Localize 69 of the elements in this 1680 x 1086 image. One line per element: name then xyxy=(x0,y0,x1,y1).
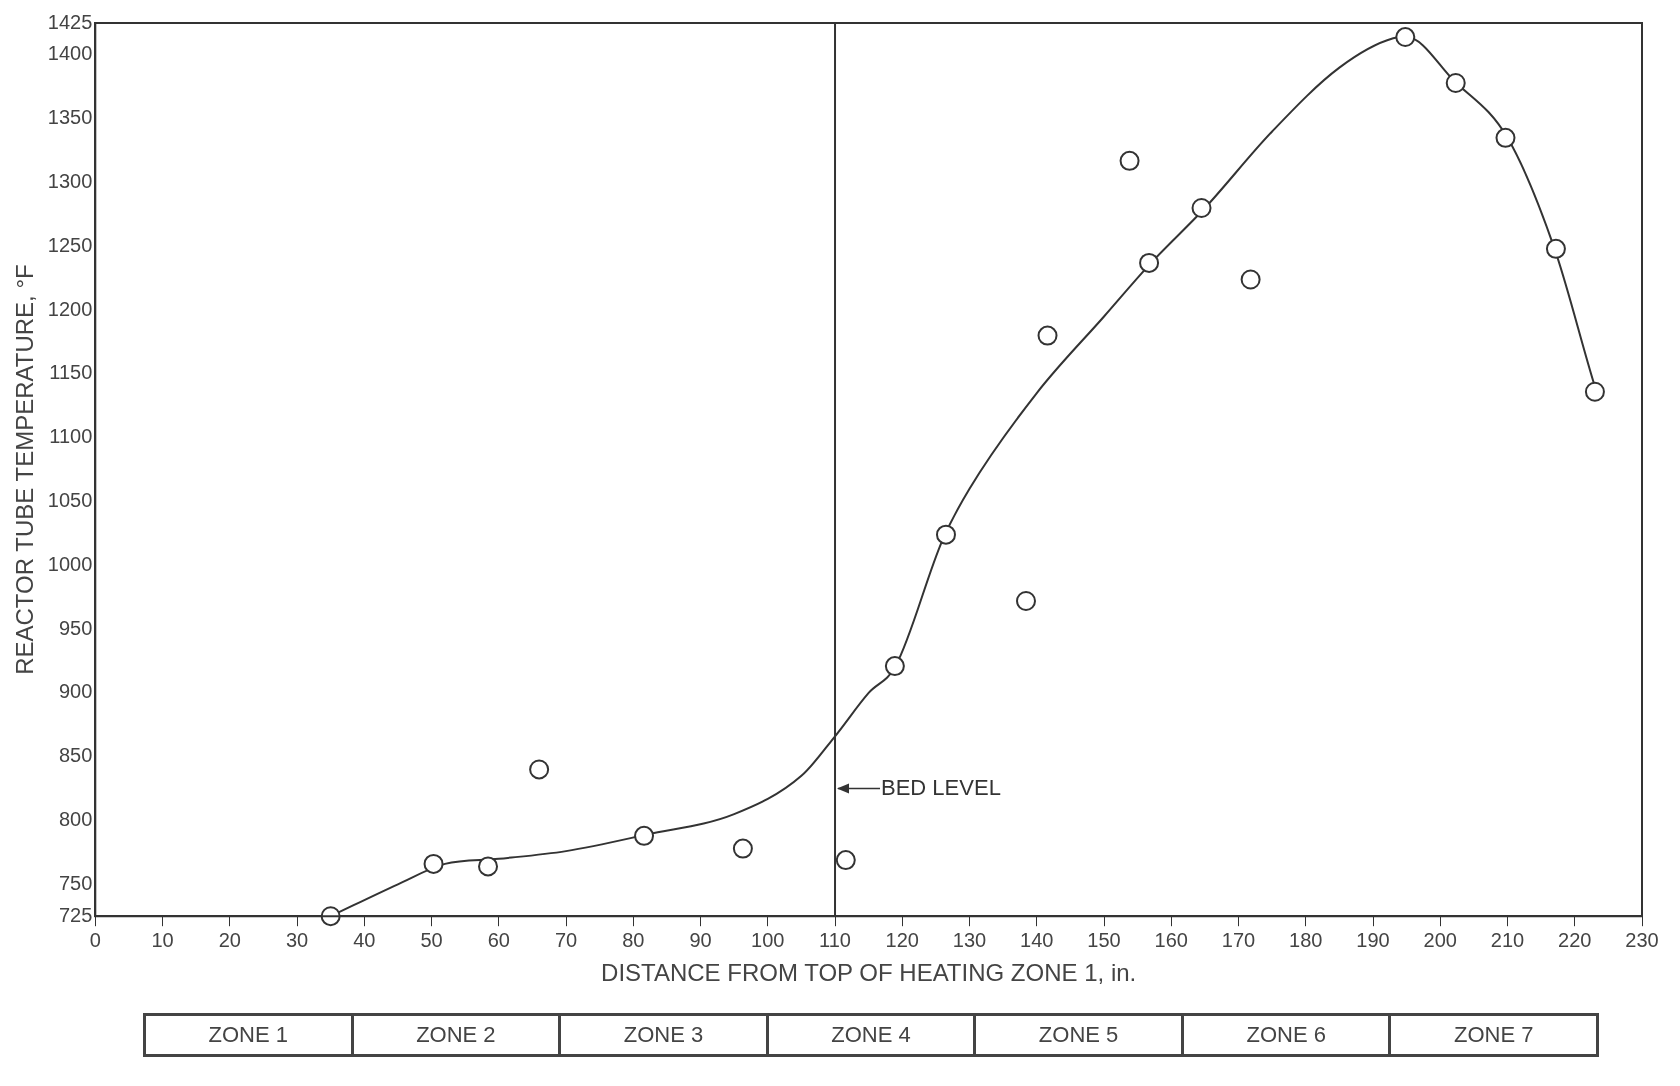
x-tick-label: 70 xyxy=(554,928,578,951)
text: ZONE 6 xyxy=(1180,1016,1389,1054)
point xyxy=(835,850,856,871)
y-tick-label: 1350 xyxy=(47,106,93,129)
point xyxy=(423,853,444,874)
x-tick-label: 180 xyxy=(1289,928,1323,951)
x-tick-label: 170 xyxy=(1221,928,1256,951)
x-tick-label: 80 xyxy=(622,928,645,951)
x-tick-label: 210 xyxy=(1490,928,1525,951)
point xyxy=(1395,27,1416,48)
point xyxy=(884,656,905,677)
point xyxy=(478,856,499,877)
y-axis-title: REACTOR TUBE TEMPERATURE, °F xyxy=(11,264,39,675)
point xyxy=(1037,325,1058,346)
point xyxy=(1240,269,1261,290)
x-tick-label: 190 xyxy=(1356,928,1390,951)
y-tick-label: 1300 xyxy=(47,170,93,193)
point xyxy=(732,838,753,859)
x-tick-label: 110 xyxy=(819,928,851,951)
x-tick-label: 220 xyxy=(1558,928,1592,951)
point xyxy=(634,825,655,846)
y-tick-label: 1400 xyxy=(47,42,93,65)
x-tick-label: 150 xyxy=(1087,928,1121,951)
y-tick-label: 750 xyxy=(58,871,93,894)
text: ZONE 4 xyxy=(765,1016,974,1054)
point xyxy=(1191,198,1212,219)
point xyxy=(1139,252,1160,273)
x-tick-label: 120 xyxy=(885,928,919,951)
x-tick-label: 30 xyxy=(285,928,309,951)
x-tick-label: 10 xyxy=(151,928,174,951)
ref-line-label: BED LEVEL xyxy=(881,774,1001,800)
text: ZONE 1 xyxy=(207,1021,289,1049)
x-tick-label: 60 xyxy=(487,928,510,951)
x-tick-label: 40 xyxy=(353,928,376,951)
x-tick-label: 50 xyxy=(420,928,443,951)
point xyxy=(1445,72,1466,93)
point xyxy=(1119,150,1140,171)
y-tick-label: 1050 xyxy=(47,489,93,512)
point xyxy=(529,759,550,780)
y-tick-label: 800 xyxy=(58,808,93,831)
point xyxy=(935,524,956,545)
point xyxy=(1584,381,1605,402)
x-axis-title: DISTANCE FROM TOP OF HEATING ZONE 1, in. xyxy=(601,959,1137,987)
x-tick-label: 160 xyxy=(1154,928,1188,951)
y-tick-label: 1000 xyxy=(47,552,93,575)
y-tick-label: 1100 xyxy=(49,425,93,448)
y-tick-label: 725 xyxy=(58,903,93,926)
y-tick-label: 1200 xyxy=(47,297,93,320)
x-tick-label: 90 xyxy=(689,928,712,951)
text: ZONE 2 xyxy=(350,1016,559,1054)
point xyxy=(1545,238,1566,259)
y-tick-label: 850 xyxy=(58,744,93,767)
y-tick-label: 900 xyxy=(58,680,93,703)
x-tick-label: 0 xyxy=(89,928,101,951)
y-tick-label: 1425 xyxy=(47,10,93,33)
y-tick-label: 950 xyxy=(58,616,93,639)
x-tick-label: 130 xyxy=(952,928,987,951)
y-tick-label: 1150 xyxy=(49,361,93,384)
x-tick-label: 140 xyxy=(1020,928,1054,951)
point xyxy=(1016,591,1037,612)
x-tick-label: 100 xyxy=(751,928,785,951)
y-tick-label: 1250 xyxy=(47,233,93,256)
x-tick-label: 230 xyxy=(1625,928,1659,951)
point xyxy=(1495,127,1516,148)
text: ZONE 5 xyxy=(973,1016,1181,1054)
text: ZONE 7 xyxy=(1388,1016,1597,1054)
x-tick-label: 20 xyxy=(218,928,241,951)
text: ZONE 3 xyxy=(558,1016,766,1054)
x-tick-label: 200 xyxy=(1423,928,1457,951)
